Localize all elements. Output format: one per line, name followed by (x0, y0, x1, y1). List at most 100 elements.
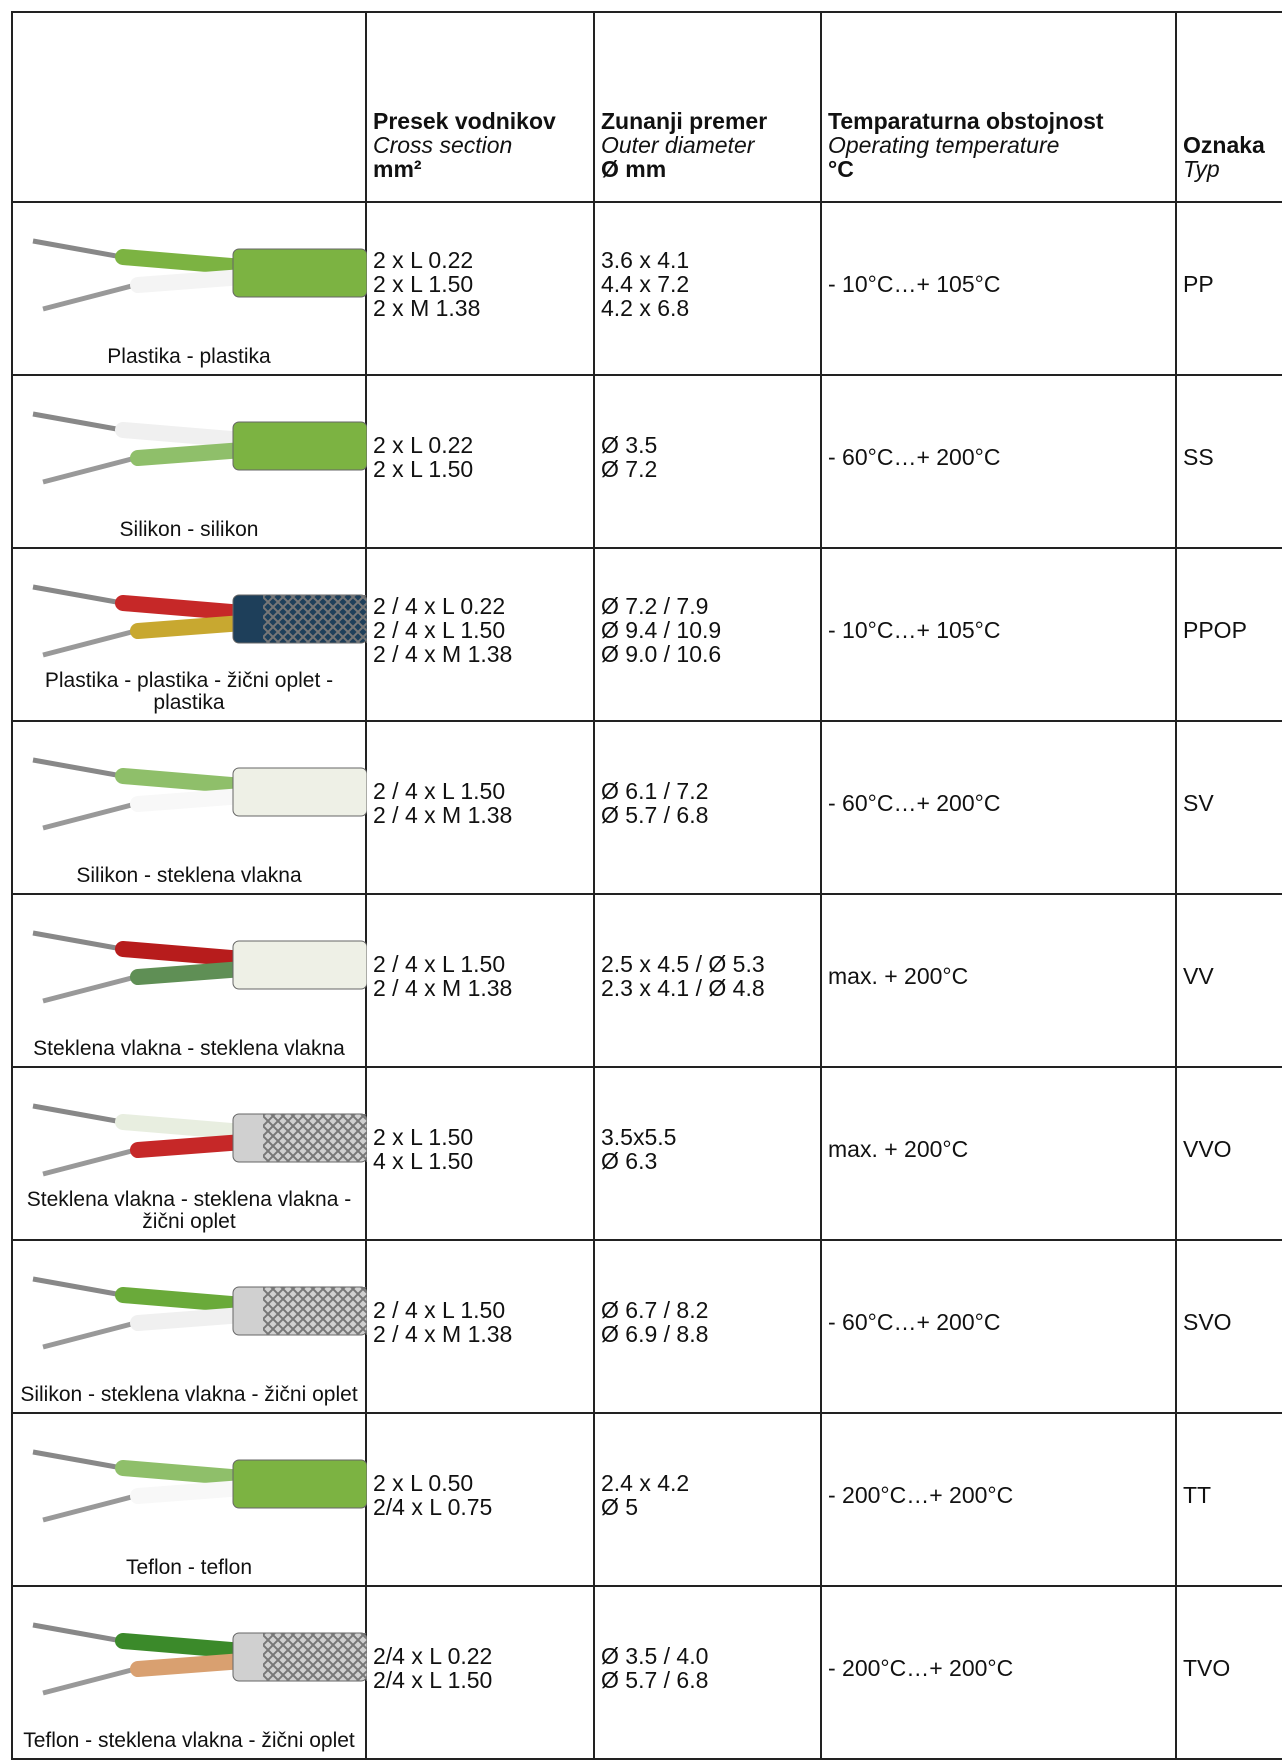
cell-text: 2 / 4 x L 1.50 2 / 4 x M 1.38 (373, 779, 587, 827)
caption: Teflon - teflon (125, 1556, 253, 1579)
diameter-cell: Ø 6.1 / 7.2 Ø 5.7 / 6.8 (593, 720, 822, 895)
caption: Silikon - silikon (119, 518, 259, 541)
image-cell: Steklena vlakna - steklena vlakna - žičn… (11, 1066, 367, 1241)
cross-section-line: 2 x L 1.50 (373, 455, 474, 482)
image-cell: Silikon - silikon (11, 374, 367, 549)
image-cell: Plastika - plastika - žični oplet - plas… (11, 547, 367, 722)
diameter-line: Ø 9.4 / 10.9 (601, 616, 722, 643)
caption: Plastika - plastika - žični oplet - plas… (44, 669, 334, 714)
type: TT (1183, 1481, 1212, 1508)
cable-table: Presek vodnikov Cross section mm² Zunanji p… (11, 11, 1282, 1760)
temperature-cell: - 60°C…+ 200°C (820, 374, 1177, 549)
temperature: - 60°C…+ 200°C (828, 789, 1001, 816)
cross-section-line: 4 x L 1.50 (373, 1147, 474, 1174)
type: SVO (1183, 1308, 1232, 1335)
table-row: Steklena vlakna - steklena vlakna 2 / 4 x… (11, 893, 1282, 1068)
caption: Silikon - steklena vlakna (76, 864, 302, 887)
diameter-cell: 3.5x5.5 Ø 6.3 (593, 1066, 822, 1241)
diameter-line: Ø 3.5 (601, 431, 658, 458)
diameter-cell: Ø 3.5 Ø 7.2 (593, 374, 822, 549)
type-cell: TVO (1175, 1585, 1282, 1760)
temperature-cell: - 10°C…+ 105°C (820, 547, 1177, 722)
temperature-cell: - 60°C…+ 200°C (820, 720, 1177, 895)
image-cell: Teflon - steklena vlakna - žični oplet (11, 1585, 367, 1760)
cross-section-cell: 2/4 x L 0.22 2/4 x L 1.50 (365, 1585, 595, 1760)
type-cell: TT (1175, 1412, 1282, 1587)
type-cell: PP (1175, 201, 1282, 376)
type-cell: PPOP (1175, 547, 1282, 722)
cross-section-cell: 2 / 4 x L 1.50 2 / 4 x M 1.38 (365, 893, 595, 1068)
cross-section-line: 2 / 4 x L 1.50 (373, 1296, 506, 1323)
cross-section-cell: 2 / 4 x L 0.22 2 / 4 x L 1.50 2 / 4 x M 1.… (365, 547, 595, 722)
table-row: Teflon - steklena vlakna - žični oplet 2/… (11, 1585, 1282, 1760)
diameter-line: Ø 7.2 (601, 455, 658, 482)
image-cell: Teflon - teflon (11, 1412, 367, 1587)
caption: Steklena vlakna - steklena vlakna (33, 1037, 345, 1060)
cross-section-line: 2 x M 1.38 (373, 294, 481, 321)
diameter-line: Ø 3.5 / 4.0 (601, 1642, 709, 1669)
diameter-line: 2.5 x 4.5 / Ø 5.3 (601, 950, 765, 977)
diameter-line: Ø 5 (601, 1493, 639, 1520)
header-text: mm² (373, 156, 422, 182)
type-cell: SS (1175, 374, 1282, 549)
diameter-line: Ø 9.0 / 10.6 (601, 640, 722, 667)
diameter-line: Ø 6.1 / 7.2 (601, 777, 709, 804)
table-row: Silikon - steklena vlakna 2 / 4 x L 1.50 2… (11, 720, 1282, 895)
caption: Silikon - steklena vlakna - žični oplet (20, 1383, 358, 1406)
diameter-line: Ø 7.2 / 7.9 (601, 592, 709, 619)
header-text: Cross section (373, 132, 513, 158)
diameter-line: 3.6 x 4.1 (601, 246, 690, 273)
cross-section-line: 2 x L 0.22 (373, 431, 474, 458)
header-text: Temparaturna obstojnost (828, 108, 1104, 134)
cell-text: Ø 6.1 / 7.2 Ø 5.7 / 6.8 (601, 779, 814, 827)
header-row: Presek vodnikov Cross section mm² Zunanji p… (11, 11, 1282, 203)
temperature-cell: - 200°C…+ 200°C (820, 1412, 1177, 1587)
cross-section-line: 2 / 4 x L 1.50 (373, 950, 506, 977)
temperature: max. + 200°C (828, 962, 969, 989)
type-cell: VV (1175, 893, 1282, 1068)
cable-image (32, 1103, 367, 1177)
diameter-line: Ø 6.3 (601, 1147, 658, 1174)
cross-section-cell: 2 x L 0.50 2/4 x L 0.75 (365, 1412, 595, 1587)
cross-section-line: 2 / 4 x L 0.22 (373, 592, 506, 619)
header-text: °C (828, 156, 854, 182)
cable-image (32, 238, 367, 312)
cross-section-line: 2 x L 0.22 (373, 246, 474, 273)
temperature-cell: - 200°C…+ 200°C (820, 1585, 1177, 1760)
cell-text: 2.4 x 4.2 Ø 5 (601, 1471, 814, 1519)
cross-section-cell: 2 x L 0.22 2 x L 1.50 2 x M 1.38 (365, 201, 595, 376)
cell-text: 2.5 x 4.5 / Ø 5.3 2.3 x 4.1 / Ø 4.8 (601, 952, 814, 1000)
cross-section-line: 2 / 4 x L 1.50 (373, 616, 506, 643)
cable-image (32, 411, 367, 485)
cell-text: 3.6 x 4.1 4.4 x 7.2 4.2 x 6.8 (601, 248, 814, 320)
cross-section-line: 2 / 4 x M 1.38 (373, 1320, 513, 1347)
temperature-cell: - 60°C…+ 200°C (820, 1239, 1177, 1414)
table-row: Steklena vlakna - steklena vlakna - žičn… (11, 1066, 1282, 1241)
header-text: Zunanji premer (601, 108, 768, 134)
temperature: - 10°C…+ 105°C (828, 270, 1001, 297)
cell-text: Ø 3.5 / 4.0 Ø 5.7 / 6.8 (601, 1644, 814, 1692)
cross-section-line: 2 x L 1.50 (373, 270, 474, 297)
header-text: Operating temperature (828, 132, 1060, 158)
type: PP (1183, 270, 1214, 297)
cell-text: Ø 3.5 Ø 7.2 (601, 433, 814, 481)
cable-image (32, 584, 367, 658)
cell-text: 2 / 4 x L 1.50 2 / 4 x M 1.38 (373, 952, 587, 1000)
header-text: Outer diameter (601, 132, 755, 158)
temperature-cell: max. + 200°C (820, 1066, 1177, 1241)
cable-image (32, 757, 367, 831)
header-cell: Zunanji premer Outer diameter Ø mm (593, 11, 822, 203)
cell-text: 2 / 4 x L 0.22 2 / 4 x L 1.50 2 / 4 x M 1.… (373, 594, 587, 666)
cell-text: 2 x L 0.22 2 x L 1.50 2 x M 1.38 (373, 248, 587, 320)
diameter-line: 4.4 x 7.2 (601, 270, 690, 297)
type: VVO (1183, 1135, 1232, 1162)
cable-image (32, 1276, 367, 1350)
temperature: - 200°C…+ 200°C (828, 1481, 1014, 1508)
diameter-line: 2.3 x 4.1 / Ø 4.8 (601, 974, 765, 1001)
temperature: - 10°C…+ 105°C (828, 616, 1001, 643)
image-cell: Steklena vlakna - steklena vlakna (11, 893, 367, 1068)
cable-image (32, 930, 367, 1004)
diameter-cell: 2.5 x 4.5 / Ø 5.3 2.3 x 4.1 / Ø 4.8 (593, 893, 822, 1068)
diameter-cell: Ø 6.7 / 8.2 Ø 6.9 / 8.8 (593, 1239, 822, 1414)
